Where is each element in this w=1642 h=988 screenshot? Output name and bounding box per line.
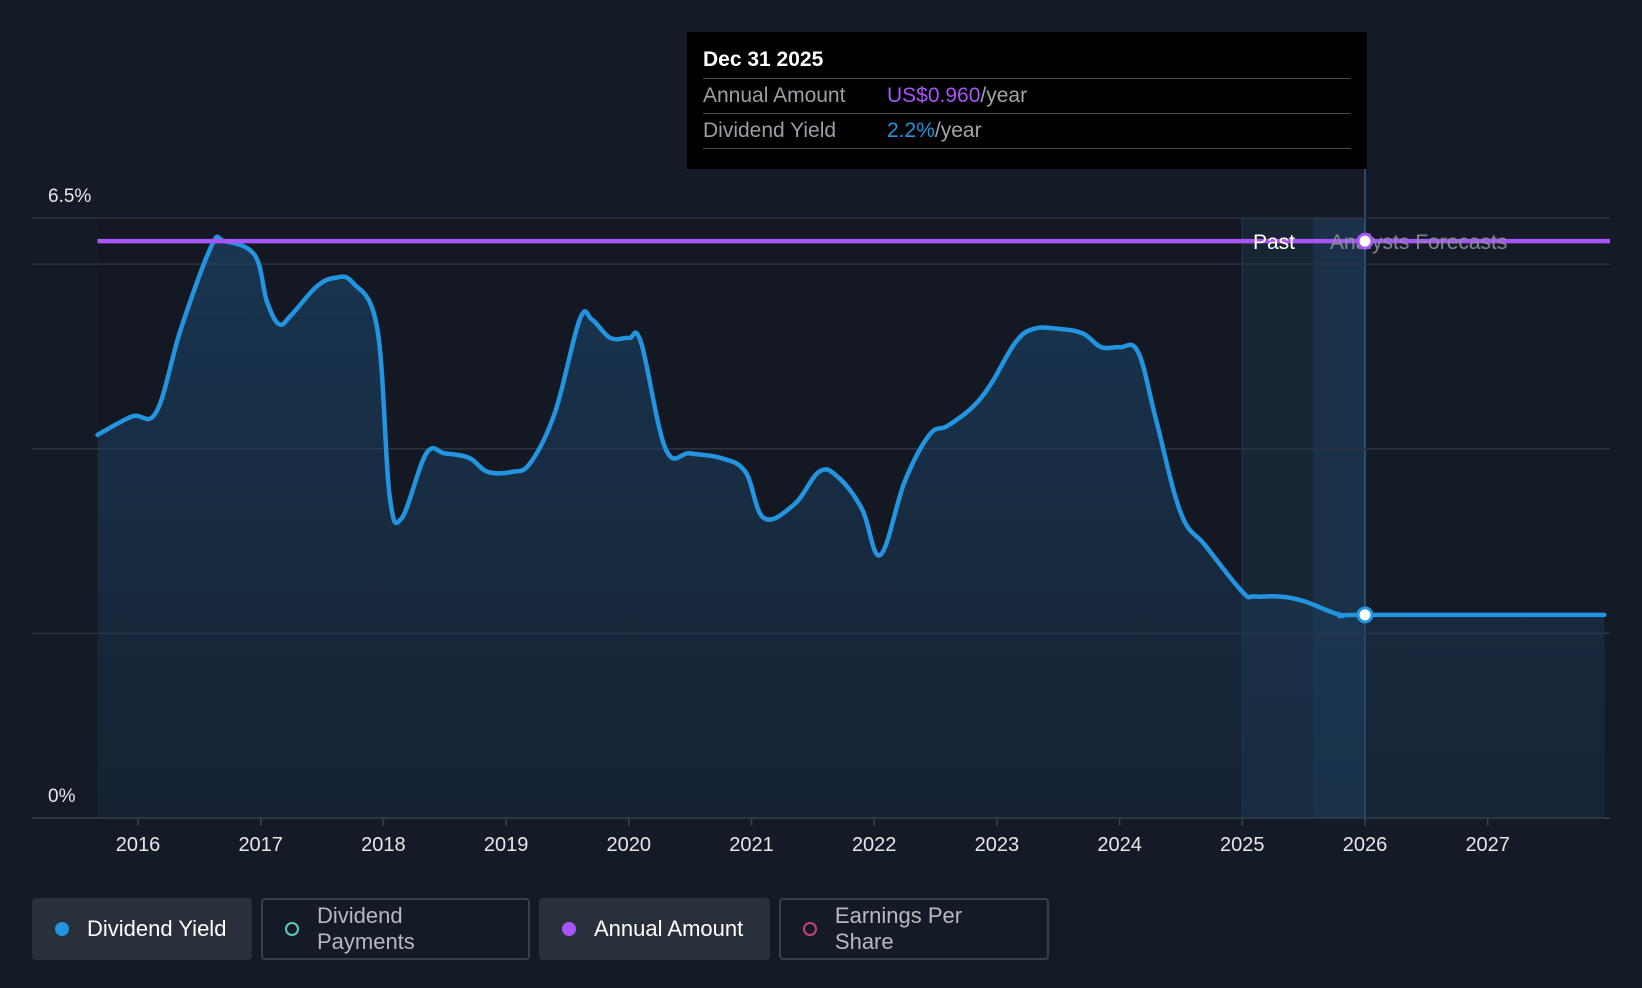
y-tick-label: 6.5%: [48, 186, 91, 207]
x-tick-label: 2025: [1220, 834, 1265, 856]
filled-dot-icon: [562, 922, 576, 936]
tooltip-unit: /year: [980, 84, 1028, 107]
hollow-dot-icon: [803, 922, 817, 936]
x-tick-label: 2023: [975, 834, 1020, 856]
tooltip-value: US$0.960: [887, 84, 981, 107]
y-tick-label: 0%: [48, 786, 76, 807]
legend-item-dividend-yield[interactable]: Dividend Yield: [32, 898, 252, 960]
dividend-yield-marker: [1356, 606, 1374, 624]
legend-label: Earnings Per Share: [834, 903, 963, 954]
tooltip-label: Annual Amount: [703, 84, 846, 107]
legend-label: Annual Amount: [594, 916, 744, 941]
filled-dot-icon: [55, 922, 69, 936]
dividend-yield-line: [95, 234, 1607, 619]
x-tick-label: 2016: [116, 834, 161, 856]
x-tick-label: 2021: [729, 834, 774, 856]
tooltip-unit: /year: [934, 119, 982, 142]
tooltip-date: Dec 31 2025: [703, 48, 824, 71]
tooltip-value: 2.2%: [887, 119, 935, 142]
x-tick-label: 2018: [361, 834, 406, 856]
x-tick-label: 2024: [1097, 834, 1142, 856]
forecast-label: Analysts Forecasts: [1330, 231, 1507, 254]
legend-item-earnings-per-share[interactable]: Earnings Per Share: [779, 898, 1049, 960]
tooltip-label: Dividend Yield: [703, 119, 837, 142]
past-label: Past: [1253, 231, 1295, 254]
hollow-dot-icon: [285, 922, 299, 936]
tooltip-row-dividend-yield: Dividend Yield 2.2% /year: [703, 113, 1351, 149]
x-tick-label: 2022: [852, 834, 897, 856]
dividend-yield-area: [97, 236, 1605, 818]
chart-tooltip: Dec 31 2025 Annual Amount US$0.960 /year…: [687, 32, 1367, 169]
x-tick-label: 2019: [484, 834, 529, 856]
legend-label: Dividend Yield: [87, 916, 227, 941]
x-tick-label: 2020: [607, 834, 652, 856]
tooltip-row-annual-amount: Annual Amount US$0.960 /year: [703, 78, 1351, 113]
dividend-chart[interactable]: 6.5% 0% 2016 2017 2018 2019 2020 2021 2022 2023 20…: [0, 0, 1642, 860]
legend-item-annual-amount[interactable]: Annual Amount: [539, 898, 770, 960]
legend-label: Dividend Payments: [316, 903, 415, 954]
x-tick-label: 2026: [1343, 834, 1388, 856]
chart-legend: Dividend Yield Dividend Payments Annual …: [32, 898, 1049, 960]
x-tick-label: 2017: [238, 834, 283, 856]
legend-item-dividend-payments[interactable]: Dividend Payments: [261, 898, 530, 960]
chart-canvas[interactable]: 6.5% 0% 2016 2017 2018 2019 2020 2021 2022 2023 20…: [0, 0, 1642, 860]
x-tick-label: 2027: [1465, 834, 1510, 856]
annual-amount-marker: [1356, 232, 1374, 250]
